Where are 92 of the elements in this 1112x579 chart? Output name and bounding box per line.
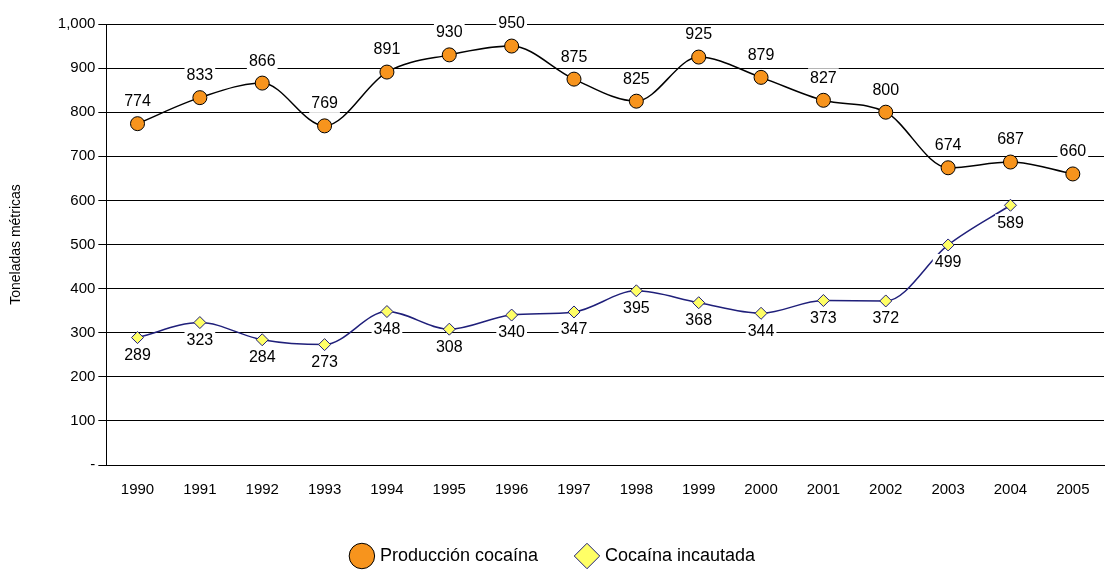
y-tick-label: 500 <box>70 234 96 252</box>
data-label: 866 <box>248 51 276 69</box>
point <box>504 38 520 54</box>
y-tick-label: 700 <box>70 146 96 164</box>
data-label: 833 <box>186 66 214 84</box>
x-tick-label: 2003 <box>931 480 965 498</box>
x-tick-label: 2004 <box>993 480 1028 498</box>
y-tick-label: 600 <box>70 190 96 208</box>
y-tick-label: 1,000 <box>57 14 96 32</box>
point <box>1002 154 1018 170</box>
legend-label: Producción cocaína <box>379 544 539 565</box>
y-tick-label: 100 <box>70 411 96 429</box>
point <box>442 322 456 336</box>
data-label: 891 <box>373 40 401 58</box>
y-axis-title: Toneladas métricas <box>7 184 24 305</box>
data-label: 769 <box>311 94 339 112</box>
data-label: 273 <box>311 353 339 371</box>
point <box>816 294 830 308</box>
point <box>567 305 581 319</box>
data-label: 687 <box>997 130 1024 148</box>
data-label: 348 <box>373 319 401 337</box>
point <box>130 116 146 132</box>
x-tick-label: 1996 <box>494 480 529 498</box>
data-label: 308 <box>435 337 463 355</box>
point <box>192 90 208 106</box>
data-label: 323 <box>186 330 214 348</box>
data-label: 340 <box>498 323 526 341</box>
x-tick-label: 1997 <box>557 480 591 498</box>
data-label: 499 <box>934 253 962 271</box>
data-label: 825 <box>622 69 650 87</box>
data-label: 589 <box>997 213 1024 231</box>
point <box>941 238 955 252</box>
point <box>131 331 145 345</box>
point <box>566 71 582 87</box>
point <box>629 284 643 298</box>
point <box>1065 166 1081 182</box>
data-label: 373 <box>810 308 837 326</box>
x-tick-label: 1994 <box>370 480 404 498</box>
point <box>254 75 270 91</box>
point <box>193 316 207 330</box>
data-label: 347 <box>560 320 588 338</box>
data-label: 774 <box>124 92 151 110</box>
data-label: 344 <box>747 321 775 339</box>
point <box>505 308 519 322</box>
x-tick-label: 2001 <box>806 480 841 498</box>
data-label: 284 <box>248 348 276 366</box>
point <box>692 296 706 310</box>
data-label: 879 <box>747 45 775 63</box>
point <box>753 69 769 85</box>
x-tick-label: 1998 <box>619 480 654 498</box>
y-tick-label: 900 <box>70 58 96 76</box>
x-tick-label: 1990 <box>120 480 155 498</box>
y-tick-label: 300 <box>70 322 96 340</box>
y-tick-label: - <box>90 455 96 473</box>
point <box>1003 198 1017 212</box>
y-tick-label: 400 <box>70 278 96 296</box>
data-label: 372 <box>872 309 900 327</box>
x-tick-label: 1991 <box>183 480 217 498</box>
data-label: 674 <box>934 136 962 154</box>
data-label: 827 <box>810 68 837 86</box>
data-label: 930 <box>435 23 463 41</box>
x-tick-label: 1993 <box>307 480 342 498</box>
point <box>628 93 644 109</box>
point <box>379 64 395 80</box>
y-tick-label: 200 <box>70 366 96 384</box>
legend-label: Cocaína incautada <box>604 544 757 565</box>
data-label: 289 <box>124 345 151 363</box>
point <box>317 118 333 134</box>
x-tick-label: 1995 <box>432 480 466 498</box>
point <box>815 92 831 108</box>
x-tick-label: 1999 <box>682 480 716 498</box>
data-label: 950 <box>498 14 526 32</box>
point <box>318 338 332 352</box>
point <box>754 306 768 320</box>
point <box>879 294 893 308</box>
point <box>878 104 894 120</box>
point <box>940 160 956 176</box>
x-tick-label: 2005 <box>1056 480 1090 498</box>
data-label: 800 <box>872 80 900 98</box>
data-label: 875 <box>560 47 588 65</box>
data-label: 660 <box>1059 142 1087 160</box>
point <box>255 333 269 347</box>
x-tick-label: 1992 <box>245 480 279 498</box>
x-tick-label: 2000 <box>744 480 778 498</box>
point <box>380 305 394 319</box>
data-label: 395 <box>622 299 650 317</box>
y-tick-label: 800 <box>70 102 96 120</box>
x-tick-label: 2002 <box>869 480 903 498</box>
data-label: 368 <box>685 311 713 329</box>
point <box>691 49 707 65</box>
point <box>441 47 457 63</box>
data-label: 925 <box>685 25 713 43</box>
